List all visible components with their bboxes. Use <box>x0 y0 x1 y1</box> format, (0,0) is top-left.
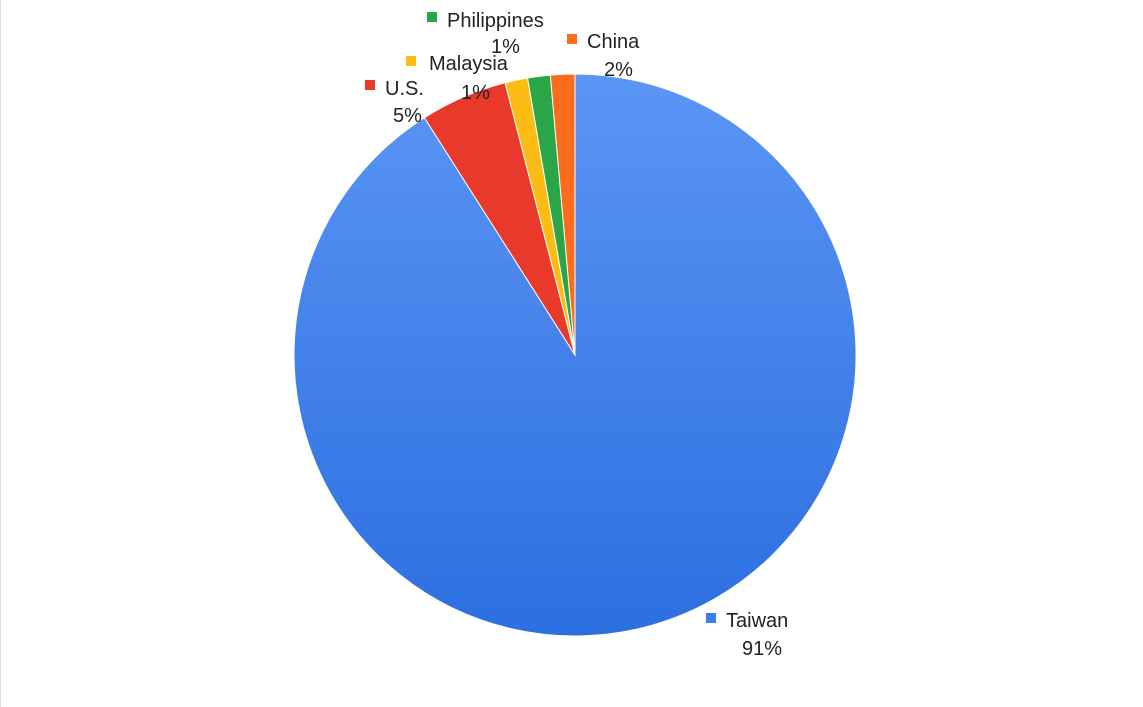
legend-marker-china <box>567 34 577 44</box>
legend-marker-taiwan <box>706 613 716 623</box>
legend-marker-malaysia <box>406 56 416 66</box>
pie-slice-china[interactable] <box>549 73 576 356</box>
slice-label-philippines: Philippines <box>447 10 544 32</box>
slice-label-china: China <box>587 31 640 53</box>
legend-marker-philippines <box>427 12 437 22</box>
slice-percent-malaysia: 1% <box>461 82 490 104</box>
legend-marker-u-s <box>365 80 375 90</box>
slice-label-u-s: U.S. <box>385 78 424 100</box>
slice-percent-u-s: 5% <box>393 105 422 127</box>
pie-slices <box>293 73 857 637</box>
slice-percent-philippines: 1% <box>491 36 520 58</box>
slice-label-taiwan: Taiwan <box>726 610 788 632</box>
slice-percent-taiwan: 91% <box>742 638 782 660</box>
slice-label-malaysia: Malaysia <box>429 53 509 75</box>
slice-percent-china: 2% <box>604 59 633 81</box>
